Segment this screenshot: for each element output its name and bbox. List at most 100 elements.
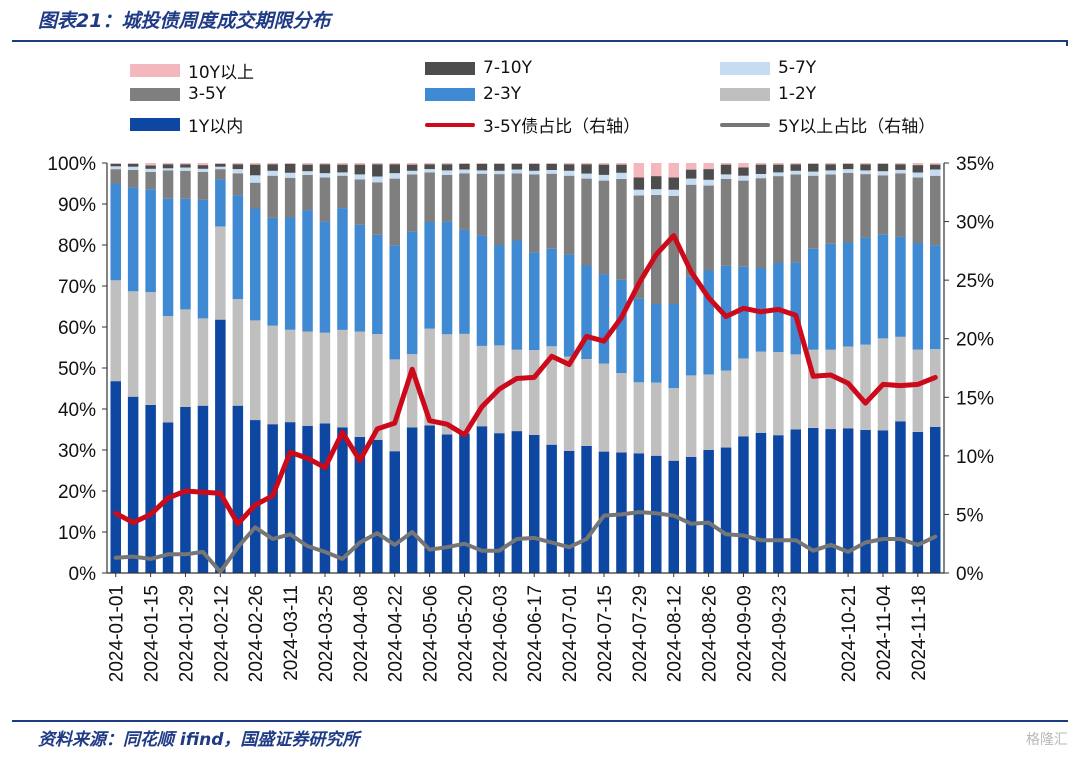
bar-y3_5 (284, 177, 296, 218)
bar-y5_7 (250, 175, 261, 183)
bar-y1in (441, 434, 453, 573)
bar-y7_10 (424, 164, 435, 170)
top-divider (12, 40, 1068, 46)
bar-y2_3 (808, 248, 819, 350)
legend-item-ratio5plus: 5Y以上占比（右轴） (720, 112, 935, 137)
x-tick-label: 2024-04-08 (351, 585, 372, 682)
bar-y10plus (773, 163, 784, 165)
bar-y2_3 (250, 208, 261, 321)
bar-y3_5 (372, 182, 383, 235)
bar-y1in (877, 430, 889, 573)
bar-y3_5 (337, 175, 348, 209)
y-right-tick-label: 35% (956, 154, 994, 175)
x-tick-label: 2024-08-26 (700, 585, 721, 682)
y-left-tick-label: 50% (58, 359, 96, 380)
bar-y1in (232, 405, 244, 573)
bar-y5_7 (581, 173, 592, 179)
bar-y7_10 (267, 164, 278, 171)
bar-y7_10 (302, 164, 313, 172)
bar-y3_5 (424, 172, 435, 222)
bar-y10plus (790, 163, 801, 165)
bar-y5_7 (302, 171, 313, 175)
bar-y3_5 (546, 173, 557, 249)
bar-y3_5 (197, 172, 209, 200)
legend-item-ratio35: 3-5Y债占比（右轴） (425, 112, 640, 137)
bar-y5_7 (633, 189, 645, 196)
bar-y2_3 (877, 234, 889, 339)
bar-y1in (511, 431, 523, 573)
bar-y5_7 (685, 178, 697, 185)
y-left-tick-label: 40% (58, 400, 96, 421)
x-tick-label: 2024-07-01 (560, 585, 581, 682)
bar-y2_3 (354, 224, 366, 332)
bar-y7_10 (755, 164, 767, 174)
bar-y1_2 (529, 350, 540, 435)
bar-y2_3 (162, 198, 174, 316)
bar-y5_7 (808, 171, 819, 176)
bar-y1in (563, 450, 575, 573)
bar-y1_2 (860, 344, 871, 430)
bar-y5_7 (441, 170, 453, 175)
bar-y3_5 (668, 195, 679, 304)
bar-y3_5 (145, 172, 156, 190)
bar-y7_10 (406, 164, 418, 171)
bar-y10plus (598, 163, 610, 165)
legend-label-y1in: 1Y以内 (188, 117, 244, 137)
bar-y5_7 (284, 172, 296, 178)
bar-y5_7 (668, 189, 679, 196)
legend-item-y3_5: 3-5Y (130, 84, 226, 104)
bar-y5_7 (825, 170, 836, 175)
x-tick-label: 2024-02-12 (211, 585, 232, 682)
bar-y10plus (162, 163, 174, 165)
legend-swatch-y1in (130, 118, 180, 131)
bar-y3_5 (389, 178, 400, 246)
bar-y1in (808, 427, 819, 573)
bar-y10plus (860, 163, 871, 165)
bar-y2_3 (494, 245, 505, 346)
bar-y7_10 (529, 163, 540, 171)
bar-y1in (598, 451, 610, 573)
bar-y2_3 (511, 240, 523, 350)
bar-y3_5 (860, 174, 871, 238)
bar-y3_5 (441, 174, 453, 222)
bar-y10plus (110, 163, 121, 164)
bar-y1_2 (389, 359, 400, 452)
bar-y2_3 (930, 245, 941, 350)
bar-y5_7 (127, 166, 139, 170)
x-tick-label: 2024-07-29 (630, 585, 651, 682)
bar-y1_2 (354, 331, 366, 437)
source-note: 资料来源：同花顺 ifind，国盛证券研究所 (38, 730, 360, 750)
x-tick-label: 2024-09-09 (735, 585, 756, 682)
bar-y1_2 (651, 382, 662, 456)
bar-y10plus (372, 163, 383, 165)
x-tick-label: 2024-07-15 (595, 585, 616, 682)
bar-y1_2 (459, 334, 470, 434)
bar-y2_3 (633, 298, 645, 383)
bar-y3_5 (529, 174, 540, 253)
bar-y1in (790, 429, 801, 573)
bar-y5_7 (337, 172, 348, 176)
bar-y1in (529, 434, 540, 573)
legend-swatch-y10plus (130, 64, 180, 77)
bar-y1_2 (232, 299, 244, 406)
bar-y3_5 (476, 173, 488, 236)
legend-swatch-y3_5 (130, 87, 180, 101)
bar-y5_7 (842, 169, 854, 173)
bar-y10plus (529, 163, 540, 164)
bar-y7_10 (127, 163, 139, 167)
bar-y2_3 (738, 266, 749, 359)
y-right-tick-label: 25% (956, 271, 994, 292)
bar-y2_3 (389, 245, 400, 360)
bar-y3_5 (685, 184, 697, 277)
bar-y7_10 (651, 176, 662, 190)
bar-y1_2 (215, 226, 226, 320)
x-tick-label: 2024-08-12 (665, 585, 686, 682)
divider-end-tick (1066, 40, 1068, 46)
bar-y2_3 (685, 276, 697, 376)
bar-y3_5 (127, 170, 139, 188)
bar-y3_5 (703, 185, 714, 271)
bar-y1_2 (546, 346, 557, 445)
bar-y5_7 (930, 169, 941, 176)
x-tick-label: 2024-01-01 (107, 585, 128, 682)
bar-y2_3 (406, 231, 418, 355)
